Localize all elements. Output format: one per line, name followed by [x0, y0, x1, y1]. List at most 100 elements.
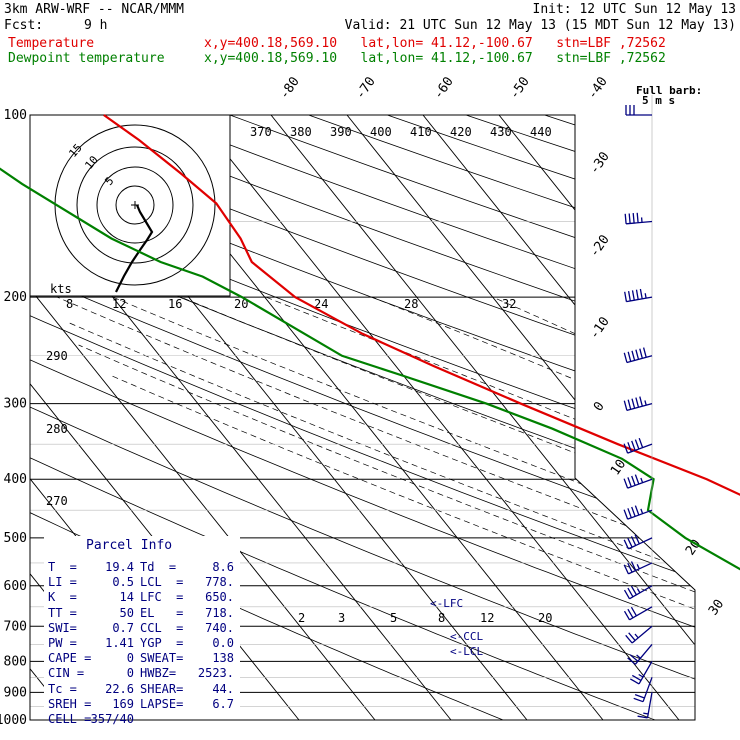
dry-adiabat — [544, 115, 695, 720]
parcel-info-row: LI = 0.5 LCL = 778. — [48, 575, 234, 590]
parcel-marker-label: <-CCL — [450, 630, 483, 643]
theta-label: 410 — [410, 125, 432, 139]
parcel-info-row: SWI= 0.7 CCL = 740. — [48, 621, 234, 636]
parcel-info-key: LFC = — [140, 590, 184, 605]
parcel-info-value: 14 — [119, 590, 134, 605]
wind-barb — [624, 288, 653, 303]
parcel-info-background — [44, 536, 240, 728]
isotherm-line — [727, 115, 740, 720]
mixing-ratio-label: 2 — [298, 611, 305, 625]
dry-adiabat — [702, 115, 740, 720]
moist-adiabat — [180, 296, 695, 720]
parcel-info-key: T = — [48, 560, 77, 574]
parcel-info-key: YGP = — [140, 636, 184, 650]
parcel-info-value: 778. — [205, 575, 234, 590]
theta-left-label: 290 — [46, 349, 68, 363]
parcel-info-key: K = — [48, 590, 77, 605]
hodograph-speed-label: kts — [50, 282, 72, 296]
wind-barb — [624, 212, 653, 225]
isotherm-label: 30 — [706, 597, 727, 618]
parcel-info-key: LAPSE= — [140, 696, 184, 711]
parcel-info-key: SREH = — [48, 696, 92, 711]
parcel-info-value: 718. — [205, 605, 234, 620]
theta-label: 370 — [250, 125, 272, 139]
parcel-info-value: 22.6 — [105, 681, 134, 696]
isotherm-line — [270, 115, 695, 720]
isotherm-label: -60 — [431, 74, 457, 102]
parcel-info-key: CIN = — [48, 666, 85, 681]
parcel-info-row: PW = 1.41 YGP = 0.0 — [48, 636, 234, 651]
parcel-info-value: 740. — [205, 620, 234, 635]
parcel-info-key: LI = — [48, 575, 77, 590]
moist-adiabat — [111, 375, 695, 720]
parcel-marker-label: <-LFC — [430, 597, 463, 610]
isotherm-label: 0 — [591, 399, 608, 414]
parcel-info-value: 2523. — [197, 666, 234, 681]
parcel-info-value: 19.4 — [105, 560, 134, 574]
parcel-info-row: TT = 50 EL = 718. — [48, 606, 234, 621]
wind-barb — [623, 505, 653, 520]
plot-border — [29, 114, 696, 721]
isotherm-label: -50 — [507, 74, 533, 102]
parcel-info-value: 6.7 — [212, 696, 234, 711]
parcel-info-key: SWI= — [48, 620, 77, 635]
isotherm-label: 10 — [608, 457, 629, 478]
wind-barb — [625, 105, 652, 116]
hodograph-speed-label: 32 — [502, 297, 516, 311]
parcel-info-key: SWEAT= — [140, 651, 184, 666]
parcel-info-value: 8.6 — [212, 560, 234, 574]
hodograph-speed-label: 20 — [234, 297, 248, 311]
wind-barb — [637, 692, 653, 719]
wind-barb — [623, 437, 653, 454]
wind-barb — [633, 677, 653, 703]
parcel-info-value: 0.0 — [212, 636, 234, 650]
wind-barb — [623, 606, 653, 621]
parcel-info-value: 50 — [119, 605, 134, 620]
hodograph-ring — [115, 185, 155, 225]
parcel-info-title: Parcel Info — [86, 538, 173, 553]
model-title: 3km ARW-WRF -- NCAR/MMM — [4, 2, 185, 17]
hodograph-box — [29, 114, 231, 297]
parcel-info-key: PW = — [48, 636, 77, 650]
parcel-info-value: 0.5 — [112, 575, 134, 590]
parcel-info-row: T = 19.4 Td = 8.6 — [48, 560, 234, 575]
parcel-info-value: 0 — [126, 651, 134, 666]
theta-left-label: 280 — [46, 422, 68, 436]
parcel-info-value: 44. — [212, 681, 234, 696]
moist-adiabat — [492, 296, 695, 720]
moist-adiabat — [265, 296, 695, 720]
parcel-info-row: K = 14 LFC = 650. — [48, 590, 234, 605]
pressure-tick-label: 600 — [4, 579, 27, 594]
pressure-tick-label: 900 — [4, 685, 27, 700]
parcel-info-value: 1.41 — [105, 636, 134, 650]
isotherm-label: 20 — [683, 537, 704, 558]
parcel-info-panel: Parcel Info T = 19.4 Td = 8.6 LI = 0.5 LCL = 77… — [44, 538, 236, 728]
wind-barb — [629, 661, 653, 685]
dry-adiabat — [623, 115, 695, 720]
parcel-info-key: HWBZ= — [140, 666, 177, 681]
theta-label: 380 — [290, 125, 312, 139]
mixing-ratio-label: 20 — [538, 611, 552, 625]
parcel-info-row: Tc = 22.6 SHEAR= 44. — [48, 682, 234, 697]
hodograph-speed-label: 24 — [314, 297, 328, 311]
theta-left-label: 270 — [46, 494, 68, 508]
parcel-info-row: SREH = 169 LAPSE= 6.7 — [48, 697, 234, 712]
wind-barb — [625, 625, 653, 644]
isotherm-line — [574, 115, 695, 720]
forecast-hours: 9 h — [84, 18, 108, 33]
init-time: Init: 12 UTC Sun 12 May 13 — [532, 2, 737, 17]
hodograph-ring — [96, 166, 174, 244]
isotherm-line — [498, 115, 695, 720]
dewpoint-trace — [0, 167, 740, 571]
parcel-marker-label: <-LCL — [450, 645, 483, 658]
isotherm-line — [30, 115, 376, 720]
parcel-info-key: LCL = — [140, 575, 184, 590]
pressure-tick-label: 1000 — [0, 713, 27, 728]
wind-barb — [623, 585, 653, 600]
moist-adiabat — [690, 296, 695, 720]
wind-barb — [623, 347, 653, 364]
dewpoint-legend: Dewpoint temperature — [8, 51, 165, 66]
hodograph-ring — [76, 146, 194, 264]
parcel-info-value: 0.7 — [112, 620, 134, 635]
